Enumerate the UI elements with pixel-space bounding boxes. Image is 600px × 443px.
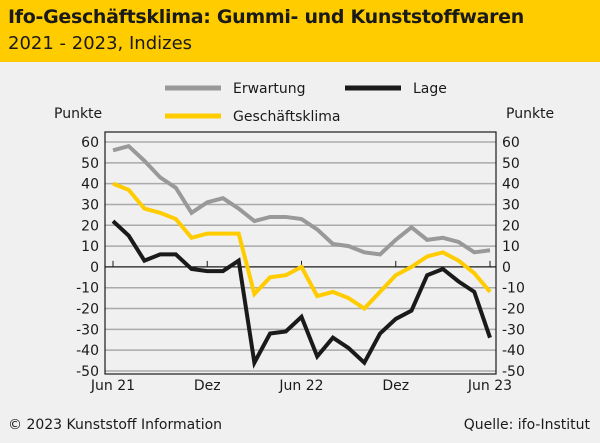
y-tick-label-right: 30 <box>502 197 520 213</box>
y-tick-label-left: 0 <box>90 260 99 276</box>
x-tick-label: Jun 23 <box>467 378 512 394</box>
y-tick-label-right: 0 <box>502 260 511 276</box>
y-tick-label-right: 40 <box>502 177 520 193</box>
x-tick-label: Dez <box>194 378 221 394</box>
y-tick-label-right: -30 <box>502 322 525 338</box>
chart-subtitle: 2021 - 2023, Indizes <box>8 33 193 54</box>
legend-label: Geschäftsklima <box>233 109 340 125</box>
y-tick-label-right: -20 <box>502 302 525 318</box>
y-tick-label-right: -50 <box>502 364 525 380</box>
y-tick-label-left: 40 <box>81 177 99 193</box>
copyright: © 2023 Kunststoff Information <box>8 417 223 433</box>
y-tick-label-left: -40 <box>76 343 99 359</box>
y-axis-label-right: Punkte <box>506 106 554 122</box>
y-tick-label-left: 60 <box>81 135 99 151</box>
y-tick-label-right: 10 <box>502 239 520 255</box>
y-tick-label-right: 20 <box>502 218 520 234</box>
x-tick-label: Dez <box>382 378 409 394</box>
y-tick-label-left: -50 <box>76 364 99 380</box>
y-tick-label-right: -10 <box>502 281 525 297</box>
legend-label: Erwartung <box>233 81 306 97</box>
y-tick-label-right: 50 <box>502 156 520 172</box>
series-line-erwartung <box>112 143 491 257</box>
legend-label: Lage <box>413 81 447 97</box>
y-axis-label-left: Punkte <box>54 106 102 122</box>
y-tick-label-left: 30 <box>81 197 99 213</box>
y-tick-label-right: 60 <box>502 135 520 151</box>
series-line-lage <box>111 219 492 369</box>
y-tick-label-left: 50 <box>81 156 99 172</box>
chart-title: Ifo-Geschäftsklima: Gummi- und Kunststof… <box>8 6 524 28</box>
series-line-geschäftsklima <box>112 181 492 312</box>
x-tick-label: Jun 22 <box>278 378 323 394</box>
y-tick-label-left: -20 <box>76 302 99 318</box>
x-tick-label: Jun 21 <box>90 378 135 394</box>
y-tick-label-left: -10 <box>76 281 99 297</box>
y-tick-label-left: 10 <box>81 239 99 255</box>
y-tick-label-left: 20 <box>81 218 99 234</box>
y-tick-label-left: -30 <box>76 322 99 338</box>
source: Quelle: ifo-Institut <box>463 417 590 433</box>
y-tick-label-right: -40 <box>502 343 525 359</box>
plot-frame <box>104 131 497 375</box>
header-band: Ifo-Geschäftsklima: Gummi- und Kunststof… <box>0 0 600 62</box>
